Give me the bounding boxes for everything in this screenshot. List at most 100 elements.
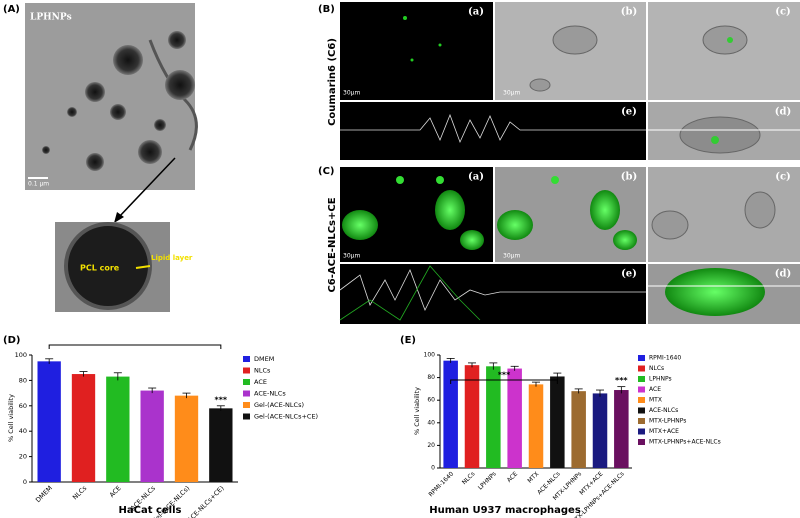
legend-swatch bbox=[638, 439, 645, 445]
bar bbox=[614, 390, 629, 468]
bar bbox=[71, 374, 96, 482]
y-tick-label: 40 bbox=[19, 427, 27, 435]
inset-image: PCL core Lipid layer bbox=[55, 222, 193, 312]
legend-swatch bbox=[638, 376, 645, 382]
panel-label: (C) bbox=[318, 166, 334, 177]
y-tick-label: 60 bbox=[19, 402, 27, 410]
legend-label: MTX-LPHNPs+ACE-NLCs bbox=[649, 439, 721, 446]
y-tick-label: 0 bbox=[23, 478, 27, 486]
scale-label: 30µm bbox=[343, 90, 360, 97]
bar bbox=[464, 365, 480, 468]
bar bbox=[571, 391, 586, 468]
legend-swatch bbox=[243, 402, 250, 408]
subpanel-label: (a) bbox=[468, 7, 484, 18]
legend-label: ACE-NLCs bbox=[254, 390, 286, 398]
subpanel-label: (e) bbox=[621, 107, 637, 118]
subpanel-label: (a) bbox=[468, 172, 484, 183]
legend-swatch bbox=[243, 367, 250, 374]
sample-label: LPHNPs bbox=[30, 13, 72, 23]
x-axis-label: HaCat cells bbox=[119, 505, 182, 516]
legend-label: NLCs bbox=[254, 367, 271, 375]
x-tick-label: ACE bbox=[108, 484, 123, 499]
significance-label: *** bbox=[215, 395, 228, 404]
y-tick-label: 0 bbox=[431, 465, 435, 472]
legend-label: ACE bbox=[649, 386, 661, 393]
bar bbox=[486, 366, 501, 468]
bar bbox=[528, 384, 544, 468]
legend-swatch bbox=[638, 386, 645, 393]
bar bbox=[106, 376, 130, 482]
legend-label: ACE bbox=[254, 378, 267, 386]
x-tick-label: NLCs bbox=[71, 484, 89, 502]
y-tick-label: 20 bbox=[427, 442, 435, 449]
legend-swatch bbox=[638, 407, 645, 414]
arrow-head bbox=[114, 212, 124, 223]
legend-label: DMEM bbox=[254, 355, 274, 363]
x-tick-label: MTX bbox=[526, 471, 540, 485]
bar bbox=[140, 390, 164, 482]
panel-label: (D) bbox=[3, 335, 20, 346]
y-tick-label: 80 bbox=[19, 376, 27, 384]
legend-swatch bbox=[638, 355, 645, 361]
core-label: PCL core bbox=[80, 264, 120, 273]
y-tick-label: 40 bbox=[427, 419, 435, 426]
bar bbox=[209, 408, 233, 482]
significance-bracket bbox=[48, 344, 222, 349]
bar bbox=[592, 393, 608, 468]
y-tick-label: 100 bbox=[15, 351, 27, 359]
legend-label: Gel-(ACE-NLCs+CE) bbox=[254, 413, 318, 421]
subpanel-label: (b) bbox=[621, 172, 637, 183]
scale-label: 30µm bbox=[503, 253, 520, 260]
legend-swatch bbox=[243, 413, 250, 420]
y-tick-label: 80 bbox=[427, 374, 435, 381]
y-axis-label: % Cell viability bbox=[7, 394, 15, 442]
arrow bbox=[117, 157, 176, 219]
y-axis-label: % Cell viability bbox=[413, 387, 421, 435]
legend-swatch bbox=[638, 428, 645, 435]
x-tick-label: RPMI-1640 bbox=[427, 470, 455, 498]
legend-label: ACE-NLCs bbox=[649, 407, 678, 414]
legend-swatch bbox=[638, 418, 645, 424]
subpanel-label: (e) bbox=[621, 269, 637, 280]
legend-label: MTX-LPHNPs bbox=[649, 418, 686, 425]
subpanel-label: (c) bbox=[775, 7, 791, 18]
x-tick-label: NLCs bbox=[461, 471, 477, 487]
significance-bracket bbox=[450, 379, 558, 384]
legend-label: MTX bbox=[649, 397, 662, 404]
bar bbox=[507, 368, 522, 468]
x-axis-label: Human U937 macrophages bbox=[429, 505, 581, 516]
panel-label: (A) bbox=[3, 4, 20, 15]
legend-swatch bbox=[638, 365, 645, 372]
subpanel-label: (d) bbox=[775, 107, 791, 118]
bar bbox=[37, 361, 61, 482]
y-tick-label: 100 bbox=[424, 352, 436, 359]
row-label: Coumarin6 (C6) bbox=[327, 38, 338, 126]
legend-label: NLCs bbox=[649, 365, 664, 372]
panel-label: (B) bbox=[318, 4, 335, 15]
legend-swatch bbox=[243, 356, 250, 362]
subpanel-label: (c) bbox=[775, 172, 791, 183]
x-tick-label: ACE bbox=[506, 470, 520, 484]
bar bbox=[550, 376, 565, 468]
legend-label: LPHNPs bbox=[649, 376, 672, 383]
tem-image: LPHNPs 0.1 µm bbox=[25, 3, 198, 190]
micrograph-row bbox=[339, 167, 800, 324]
scale-label: 30µm bbox=[343, 253, 360, 260]
layer-label: Lipid layer bbox=[151, 254, 193, 262]
legend-swatch bbox=[638, 397, 645, 403]
row-label: C6-ACE-NLCs+CE bbox=[327, 197, 338, 292]
legend-label: MTX+ACE bbox=[649, 428, 679, 435]
legend-label: Gel-(ACE-NLCs) bbox=[254, 401, 304, 409]
significance-label: *** bbox=[498, 371, 511, 380]
legend-swatch bbox=[243, 390, 250, 397]
significance-label: *** bbox=[615, 376, 628, 385]
legend-label: RPMI-1640 bbox=[649, 355, 681, 362]
subpanel-label: (b) bbox=[621, 7, 637, 18]
bar bbox=[174, 395, 199, 482]
micrograph-row bbox=[340, 2, 800, 160]
y-tick-label: 60 bbox=[427, 397, 435, 404]
scale-label: 0.1 µm bbox=[28, 181, 49, 188]
x-tick-label: DMEM bbox=[34, 484, 54, 504]
subpanel-label: (d) bbox=[775, 269, 791, 280]
